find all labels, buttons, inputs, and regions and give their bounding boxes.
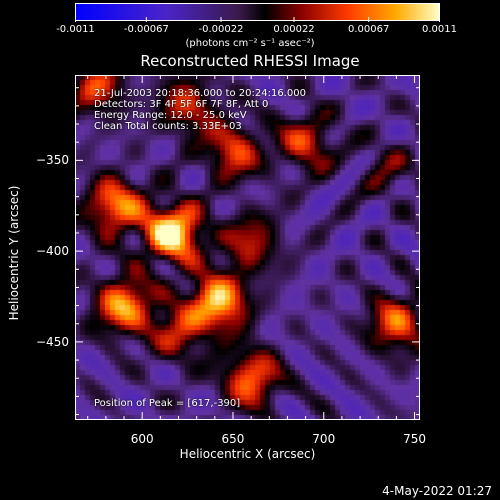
x-tick-label-2: 700 <box>312 432 336 446</box>
time-range-annotation: 21-Jul-2003 20:18:36.000 to 20:24:16.000 <box>94 88 306 99</box>
chart-title: Reconstructed RHESSI Image <box>140 52 360 70</box>
colorbar-tick-label-4: 0.00067 <box>347 24 390 35</box>
x-tick-label-0: 600 <box>130 432 154 446</box>
colorbar-tick-label-1: -0.00067 <box>123 24 169 35</box>
y-tick-label-0: −350 <box>36 153 69 168</box>
y-tick-label-2: −450 <box>36 334 69 349</box>
x-axis-label: Heliocentric X (arcsec) <box>179 447 316 461</box>
colorbar <box>75 3 440 22</box>
colorbar-tick-label-2: -0.00022 <box>198 24 244 35</box>
y-tick-label-1: −400 <box>36 244 69 259</box>
plot-axes <box>75 75 420 420</box>
energy-range-annotation: Energy Range: 12.0 - 25.0 keV <box>94 110 247 121</box>
colorbar-tick-label-3: 0.00022 <box>273 24 315 35</box>
colorbar-tick-label-5: 0.0011 <box>422 24 457 35</box>
plot-area <box>75 75 420 420</box>
colorbar-svg <box>75 3 440 21</box>
colorbar-ticks <box>75 17 440 22</box>
plot-date: 4-May-2022 01:27 <box>382 484 492 498</box>
heatmap-image <box>75 75 420 420</box>
colorbar-tick-label-0: -0.0011 <box>56 24 95 35</box>
clean-counts-annotation: Clean Total counts: 3.33E+03 <box>94 121 242 132</box>
x-tick-label-3: 750 <box>403 432 426 446</box>
colorbar-units: (photons cm⁻² s⁻¹ asec⁻²) <box>185 38 315 49</box>
plot-frame <box>75 75 420 420</box>
peak-position-annotation: Position of Peak = [617,-390] <box>94 398 241 409</box>
x-tick-label-1: 650 <box>221 432 245 446</box>
y-axis-label: Heliocentric Y (arcsec) <box>7 185 21 321</box>
detectors-annotation: Detectors: 3F 4F 5F 6F 7F 8F, Att 0 <box>94 99 269 110</box>
